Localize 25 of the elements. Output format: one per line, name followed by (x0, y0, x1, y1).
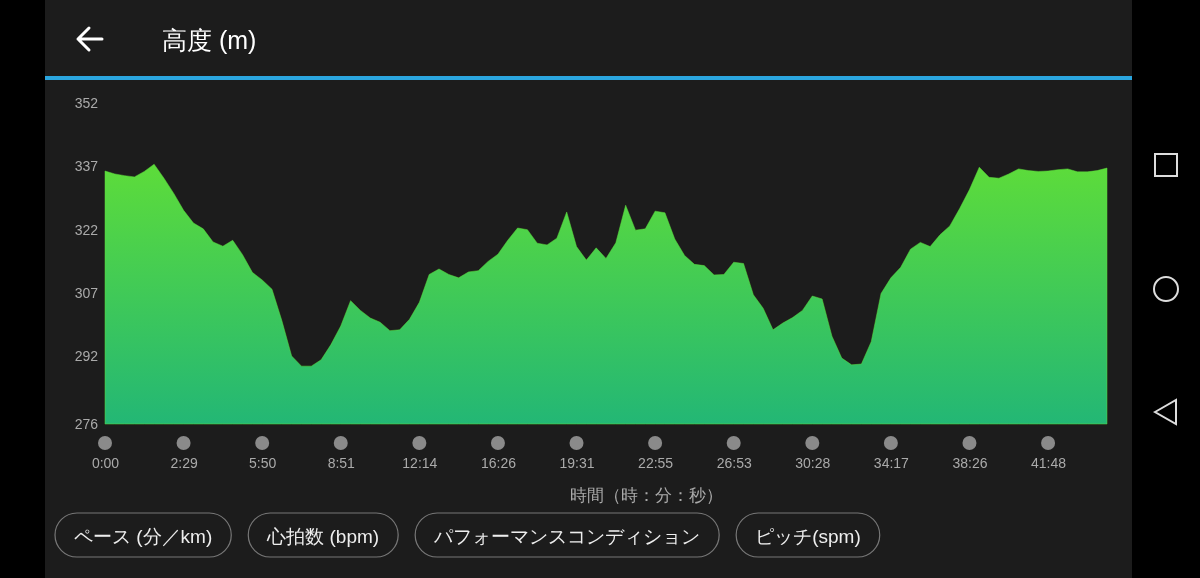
y-tick-label: 276 (74, 415, 99, 432)
chart-title: 高度 (m) (162, 26, 257, 54)
y-tick-label: 307 (74, 285, 99, 302)
text: ペース (分／km) (74, 526, 213, 547)
x-axis-title: 時間（時：分：秒） (569, 486, 723, 505)
x-tick-label: 30:28 (795, 454, 831, 471)
y-tick-label: 322 (74, 221, 99, 238)
x-tick-label: 38:26 (952, 454, 988, 471)
x-tick-label: 8:51 (327, 454, 356, 471)
x-tick-label: 41:48 (1031, 454, 1067, 471)
text: 心拍数 (bpm) (266, 526, 380, 547)
x-tick-label: 26:53 (716, 454, 752, 471)
text: パフォーマンスコンディション (433, 526, 701, 547)
x-tick-label: 2:29 (170, 454, 198, 471)
x-tick-label: 5:50 (249, 454, 277, 471)
x-tick-label: 16:26 (480, 454, 517, 471)
x-tick-label: 22:55 (638, 454, 674, 471)
x-tick-label: 19:31 (559, 454, 595, 471)
x-tick-label: 34:17 (873, 454, 910, 471)
x-tick-label: 12:14 (402, 454, 438, 471)
x-tick-label: 0:00 (91, 454, 120, 471)
y-tick-label: 337 (74, 158, 99, 175)
y-tick-label: 352 (74, 94, 99, 111)
y-tick-label: 292 (74, 348, 99, 365)
text: ピッチ(spm) (755, 526, 861, 547)
